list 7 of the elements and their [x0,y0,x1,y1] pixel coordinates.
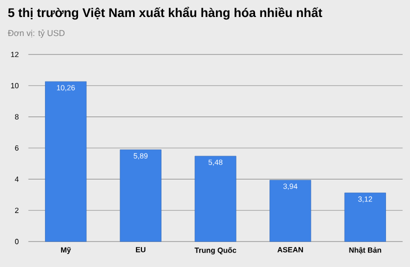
chart-subtitle: Đơn vị: tỷ USD [8,30,65,38]
bar [45,81,87,242]
bar [270,180,312,242]
bar [120,149,162,242]
bar [344,192,386,242]
chart-title: 5 thị trường Việt Nam xuất khẩu hàng hóa nhiều nhất [8,6,322,20]
bar [194,156,236,242]
